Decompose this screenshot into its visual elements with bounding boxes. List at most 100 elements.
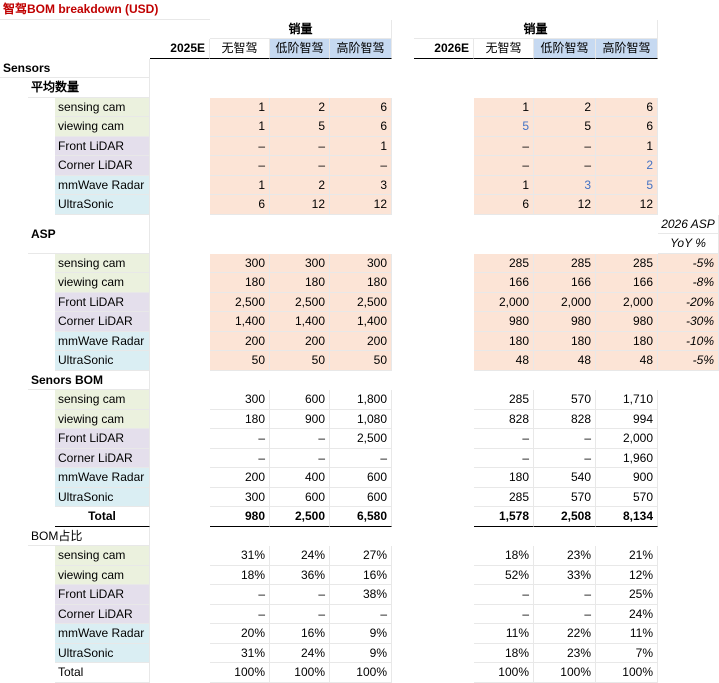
section-avg-qty[interactable]: 平均数量	[28, 78, 150, 98]
value-2026[interactable]: 285	[474, 390, 534, 410]
row-label[interactable]: Front LiDAR	[55, 292, 150, 312]
value-2026[interactable]: –	[534, 585, 596, 605]
section-sensors[interactable]: Sensors	[0, 58, 150, 78]
value-2026[interactable]: –	[474, 585, 534, 605]
value-2026[interactable]: 980	[474, 312, 534, 332]
row-label[interactable]: UltraSonic	[55, 351, 150, 371]
row-label[interactable]: mmWave Radar	[55, 624, 150, 644]
value-2025[interactable]: 600	[330, 487, 392, 507]
yoy-value[interactable]: -8%	[658, 273, 719, 293]
yoy-value[interactable]: -5%	[658, 253, 719, 273]
value-2026[interactable]: 2,000	[596, 429, 658, 449]
value-2025[interactable]: 1,400	[210, 312, 270, 332]
value-2025[interactable]: 1	[210, 117, 270, 137]
total-label[interactable]: Total	[55, 507, 150, 527]
value-2026[interactable]: 12	[596, 195, 658, 215]
value-2026[interactable]: 570	[534, 390, 596, 410]
section-share[interactable]: BOM占比	[28, 526, 150, 546]
tier-header[interactable]: 低阶智驾	[534, 39, 596, 59]
value-2025[interactable]: –	[210, 604, 270, 624]
value-2026[interactable]: 980	[596, 312, 658, 332]
row-label[interactable]: Front LiDAR	[55, 585, 150, 605]
value-2025[interactable]: 300	[210, 390, 270, 410]
row-label[interactable]: Corner LiDAR	[55, 448, 150, 468]
yoy-value[interactable]: -20%	[658, 292, 719, 312]
value-2025[interactable]: 27%	[330, 546, 392, 566]
value-2025[interactable]: 1,400	[330, 312, 392, 332]
value-2025[interactable]: 180	[270, 273, 330, 293]
value-2025[interactable]: 1	[210, 97, 270, 117]
year-2025[interactable]: 2025E	[150, 39, 210, 59]
value-2026[interactable]: 828	[534, 409, 596, 429]
value-2026[interactable]: 285	[474, 253, 534, 273]
value-2026[interactable]: 994	[596, 409, 658, 429]
row-label[interactable]: mmWave Radar	[55, 331, 150, 351]
row-label[interactable]: Corner LiDAR	[55, 312, 150, 332]
value-2025[interactable]: 1,400	[270, 312, 330, 332]
value-2025[interactable]: 50	[330, 351, 392, 371]
value-2026[interactable]: 25%	[596, 585, 658, 605]
value-2025[interactable]: 200	[270, 331, 330, 351]
value-2026[interactable]: 23%	[534, 546, 596, 566]
value-2025[interactable]: 200	[210, 468, 270, 488]
total-2025[interactable]: 980	[210, 507, 270, 527]
value-2025[interactable]: –	[270, 604, 330, 624]
value-2025[interactable]: –	[270, 156, 330, 176]
value-2025[interactable]: 24%	[270, 643, 330, 663]
yoy-value[interactable]: -5%	[658, 351, 719, 371]
value-2025[interactable]: 9%	[330, 643, 392, 663]
value-2025[interactable]: 36%	[270, 565, 330, 585]
value-2026[interactable]: 21%	[596, 546, 658, 566]
value-2026[interactable]: 1,710	[596, 390, 658, 410]
yoy-value[interactable]: -30%	[658, 312, 719, 332]
value-2025[interactable]: –	[270, 429, 330, 449]
row-label[interactable]: sensing cam	[55, 546, 150, 566]
value-2026[interactable]: –	[474, 429, 534, 449]
value-2026[interactable]: 12	[534, 195, 596, 215]
value-2026[interactable]: 570	[596, 487, 658, 507]
row-label[interactable]: Front LiDAR	[55, 429, 150, 449]
total-2025[interactable]: 2,500	[270, 507, 330, 527]
value-2025[interactable]: –	[210, 429, 270, 449]
value-2025[interactable]: –	[330, 448, 392, 468]
value-2026[interactable]: 2	[596, 156, 658, 176]
value-2026[interactable]: 180	[474, 468, 534, 488]
row-label[interactable]: UltraSonic	[55, 643, 150, 663]
value-2026[interactable]: –	[474, 156, 534, 176]
value-2026[interactable]: 540	[534, 468, 596, 488]
value-2026[interactable]: 166	[596, 273, 658, 293]
row-label[interactable]: mmWave Radar	[55, 468, 150, 488]
value-2025[interactable]: –	[270, 585, 330, 605]
value-2026[interactable]: 5	[474, 117, 534, 137]
value-2026[interactable]: 2,000	[596, 292, 658, 312]
value-2025[interactable]: 3	[330, 175, 392, 195]
value-2026[interactable]: –	[474, 448, 534, 468]
value-2025[interactable]: 2,500	[210, 292, 270, 312]
value-2026[interactable]: 22%	[534, 624, 596, 644]
value-2026[interactable]: 570	[534, 487, 596, 507]
value-2026[interactable]: 11%	[596, 624, 658, 644]
value-2025[interactable]: 2	[270, 97, 330, 117]
volume-header-2025[interactable]: 销量	[210, 19, 392, 39]
row-label[interactable]: Corner LiDAR	[55, 604, 150, 624]
row-label[interactable]: viewing cam	[55, 273, 150, 293]
value-2026[interactable]: 1,960	[596, 448, 658, 468]
value-2026[interactable]: 52%	[474, 565, 534, 585]
value-2026[interactable]: 180	[474, 331, 534, 351]
value-2025[interactable]: –	[210, 136, 270, 156]
value-2025[interactable]: 38%	[330, 585, 392, 605]
total-2026[interactable]: 1,578	[474, 507, 534, 527]
value-2025[interactable]: 300	[330, 253, 392, 273]
row-label[interactable]: UltraSonic	[55, 487, 150, 507]
value-2025[interactable]: 6	[210, 195, 270, 215]
row-label[interactable]: sensing cam	[55, 97, 150, 117]
value-2025[interactable]: 2,500	[330, 429, 392, 449]
value-2026[interactable]: 285	[474, 487, 534, 507]
value-2026[interactable]: 180	[534, 331, 596, 351]
value-2026[interactable]: 1	[596, 136, 658, 156]
value-2026[interactable]: –	[474, 604, 534, 624]
tier-header[interactable]: 低阶智驾	[270, 39, 330, 59]
yoy-header[interactable]: 2026 ASP	[658, 214, 719, 234]
value-2026[interactable]: 285	[534, 253, 596, 273]
value-2025[interactable]: 16%	[270, 624, 330, 644]
